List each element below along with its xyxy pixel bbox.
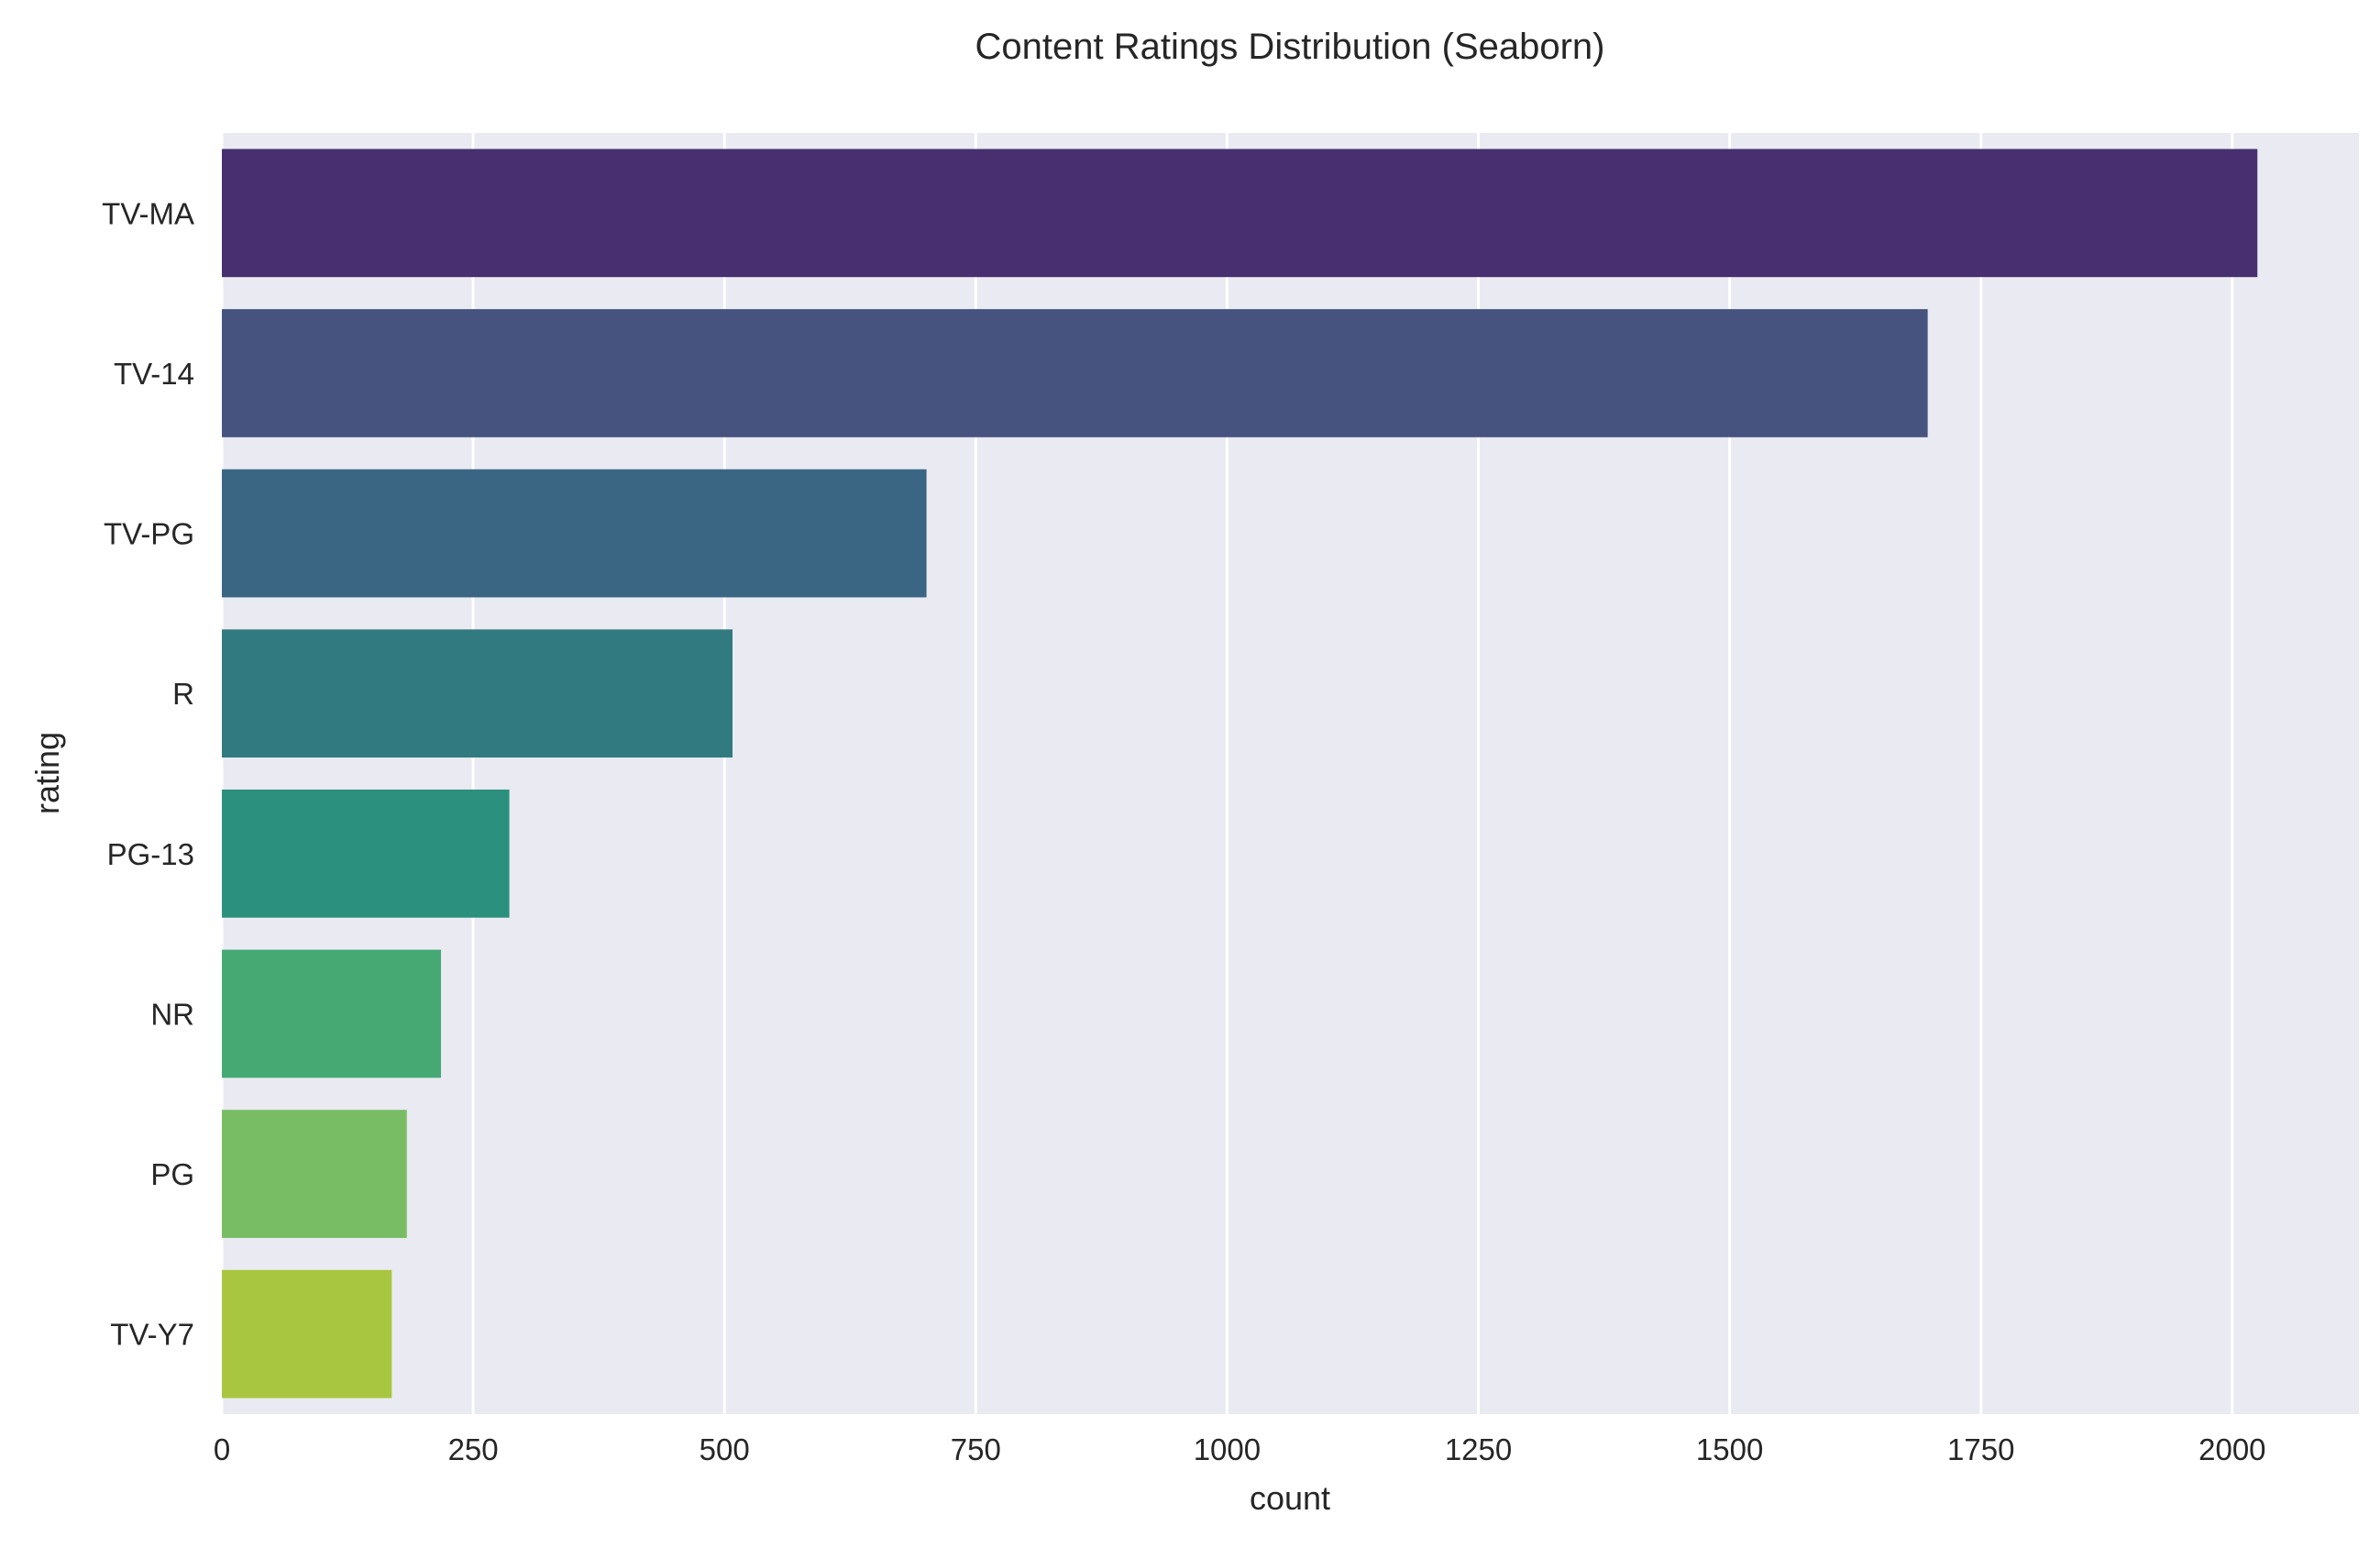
y-tick-label: TV-MA — [102, 196, 194, 230]
bars — [222, 149, 2258, 1399]
bar — [222, 149, 2258, 278]
x-tick-label: 2000 — [2198, 1432, 2265, 1466]
bar — [222, 469, 927, 598]
x-axis-label: count — [1250, 1479, 1330, 1517]
x-tick-label: 1250 — [1445, 1432, 1512, 1466]
bar — [222, 789, 510, 918]
x-tick-label: 750 — [951, 1432, 1001, 1466]
y-tick-label: TV-PG — [104, 517, 194, 551]
y-tick-label: R — [172, 677, 194, 711]
y-tick-label: PG — [150, 1157, 194, 1191]
bar — [222, 309, 1928, 437]
y-tick-labels: TV-MA TV-14 TV-PG R PG-13 NR PG TV-Y7 — [102, 196, 194, 1351]
bar — [222, 1110, 407, 1238]
x-tick-label: 1500 — [1696, 1432, 1763, 1466]
y-axis-label: rating — [28, 732, 66, 814]
y-tick-label: TV-14 — [114, 357, 194, 391]
x-tick-label: 0 — [214, 1432, 230, 1466]
y-tick-label: TV-Y7 — [110, 1318, 194, 1352]
y-tick-label: PG-13 — [107, 837, 194, 871]
x-tick-label: 1750 — [1947, 1432, 2014, 1466]
x-tick-label: 1000 — [1194, 1432, 1261, 1466]
bar — [222, 629, 733, 758]
bar — [222, 1269, 392, 1399]
bar — [222, 949, 442, 1078]
x-tick-labels: 0 250 500 750 1000 1250 1500 1750 2000 — [214, 1432, 2266, 1466]
y-tick-label: NR — [150, 997, 194, 1031]
chart-title: Content Ratings Distribution (Seaborn) — [975, 27, 1604, 67]
x-tick-label: 500 — [700, 1432, 750, 1466]
x-tick-label: 250 — [448, 1432, 499, 1466]
